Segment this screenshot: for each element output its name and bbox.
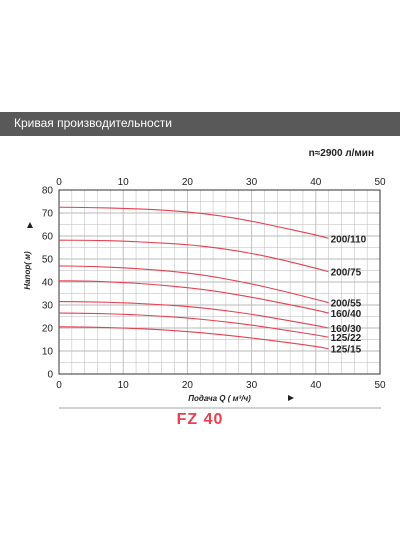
- x-tick-label-bottom: 0: [56, 380, 62, 391]
- curve-200-110: [58, 206, 329, 239]
- curve-200-75: [58, 239, 329, 273]
- header-bar: Кривая производительности: [0, 112, 400, 136]
- y-tick-label: 40: [42, 278, 54, 289]
- y-tick-label: 70: [42, 209, 54, 220]
- plot-frame: [58, 189, 381, 375]
- speed-note: n≈2900 л/мин: [308, 148, 374, 159]
- x-tick-label-top: 10: [118, 177, 130, 188]
- y-tick-label: 50: [42, 255, 54, 266]
- x-tick-label-top: 0: [56, 177, 62, 188]
- x-tick-label-top: 40: [310, 177, 322, 188]
- y-tick-label: 0: [47, 370, 53, 381]
- y-tick-label: 10: [42, 347, 54, 358]
- curve-160-30: [58, 301, 329, 329]
- x-axis-label: Подача Q ( м³/ч): [188, 394, 251, 403]
- y-axis-label: Напор( м): [23, 251, 32, 290]
- header-title: Кривая производительности: [14, 116, 172, 130]
- curve-label-125-15: 125/15: [331, 345, 362, 356]
- curve-label-160-30: 160/30: [331, 324, 362, 335]
- y-tick-label: 30: [42, 301, 54, 312]
- y-tick-label: 20: [42, 324, 54, 335]
- x-tick-label-top: 20: [182, 177, 194, 188]
- x-axis-arrow: [288, 395, 294, 401]
- y-tick-label: 60: [42, 232, 54, 243]
- x-tick-label-bottom: 10: [118, 380, 130, 391]
- x-tick-label-bottom: 50: [374, 380, 386, 391]
- curve-label-125-22: 125/22: [331, 333, 362, 344]
- curve-label-200-75: 200/75: [331, 268, 362, 279]
- x-tick-label-bottom: 40: [310, 380, 322, 391]
- curve-label-200-55: 200/55: [331, 299, 362, 310]
- x-tick-label-top: 50: [374, 177, 386, 188]
- curve-200-55: [58, 265, 329, 304]
- curve-125-15: [58, 326, 329, 350]
- curve-label-200-110: 200/110: [331, 234, 367, 245]
- curve-160-40: [58, 280, 329, 314]
- curve-label-160-40: 160/40: [331, 309, 362, 320]
- y-tick-label: 80: [42, 186, 54, 197]
- curve-125-22: [58, 312, 329, 338]
- model-name: FZ 40: [176, 411, 224, 428]
- x-tick-label-top: 30: [246, 177, 258, 188]
- x-tick-label-bottom: 30: [246, 380, 258, 391]
- x-tick-label-bottom: 20: [182, 380, 194, 391]
- y-axis-arrow: [27, 222, 33, 228]
